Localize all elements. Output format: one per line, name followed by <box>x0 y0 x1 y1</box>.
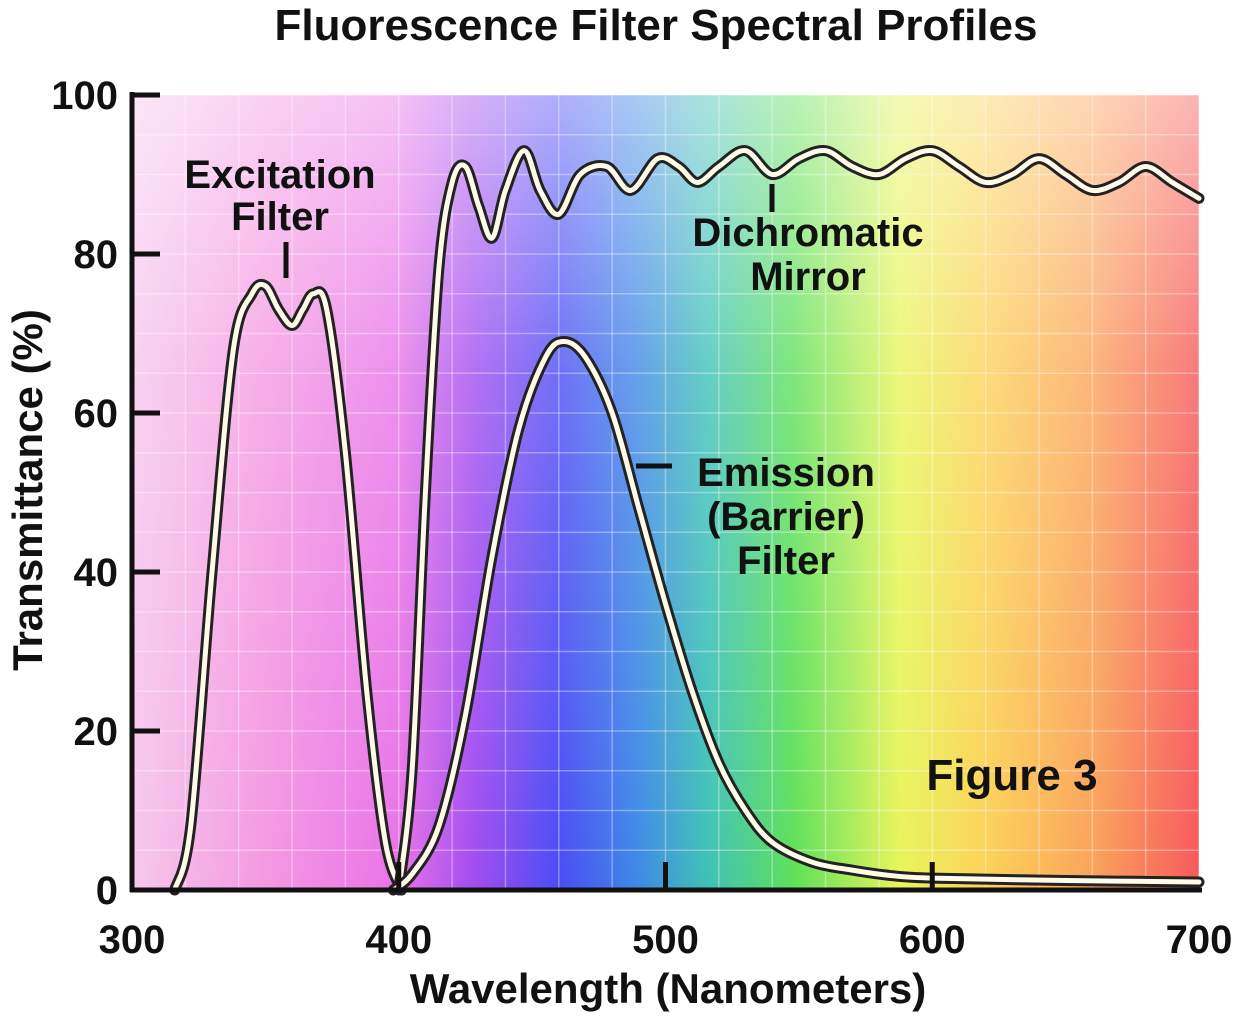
x-tick-label: 400 <box>365 918 432 962</box>
x-axis-label: Wavelength (Nanometers) <box>410 965 927 1012</box>
emission-label: Emission (Barrier) Filter <box>636 451 875 583</box>
figure-annotation: Figure 3 <box>926 751 1097 800</box>
emission-barrier-filter-curve <box>390 338 1202 893</box>
emission-label-line-2: (Barrier) <box>707 495 865 539</box>
emission-label-line-1: Emission <box>697 451 875 495</box>
plot-fade <box>132 95 1199 890</box>
y-tick-label: 0 <box>96 869 118 913</box>
y-tick-label: 80 <box>74 233 119 277</box>
y-tick-label: 40 <box>74 551 119 595</box>
chart-title: Fluorescence Filter Spectral Profiles <box>275 1 1038 50</box>
curves <box>169 144 1205 896</box>
dichromatic-label: Dichromatic Mirror <box>692 184 924 299</box>
emission-label-line-3: Filter <box>737 539 835 583</box>
y-tick-label: 20 <box>74 710 119 754</box>
x-tick-label: 700 <box>1166 918 1233 962</box>
x-tick-label: 600 <box>899 918 966 962</box>
y-tick-label: 60 <box>74 392 119 436</box>
y-axis-label: Transmittance (%) <box>4 309 51 671</box>
dichromatic-mirror-curve <box>396 147 1202 893</box>
excitation-label: Excitation Filter <box>184 153 376 278</box>
x-tick-label: 500 <box>632 918 699 962</box>
grid <box>131 94 1200 891</box>
ticks: 300 400 500 600 700 0 20 40 60 80 100 <box>51 74 1232 962</box>
excitation-label-line-1: Excitation <box>184 153 375 197</box>
x-tick-label: 300 <box>99 918 166 962</box>
y-tick-label: 100 <box>51 74 118 118</box>
dichromatic-label-line-2: Mirror <box>750 255 866 299</box>
excitation-filter-curve <box>172 281 404 893</box>
dichromatic-label-line-1: Dichromatic <box>692 211 923 255</box>
excitation-label-line-2: Filter <box>231 195 329 239</box>
